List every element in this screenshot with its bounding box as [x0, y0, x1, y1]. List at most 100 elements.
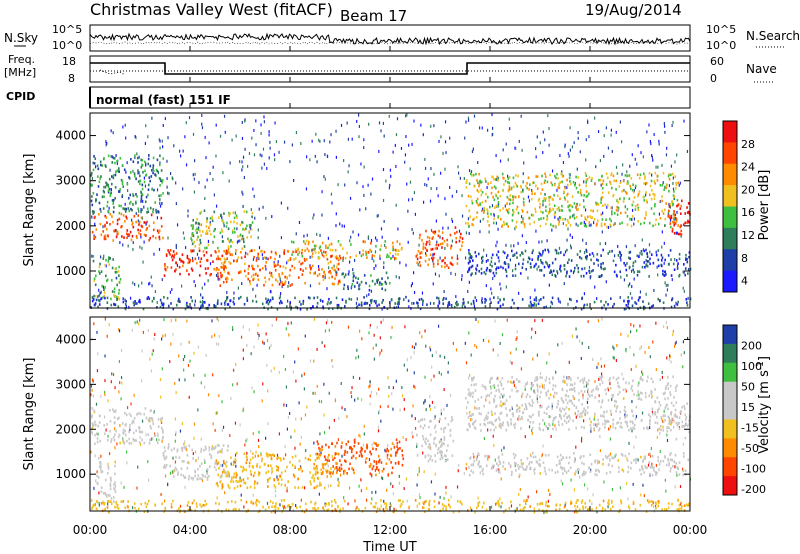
range-cell — [394, 454, 397, 457]
range-cell — [112, 210, 115, 214]
range-cell — [154, 201, 157, 204]
range-cell — [137, 412, 140, 415]
range-cell — [642, 307, 645, 311]
range-cell — [370, 452, 373, 456]
range-cell — [326, 471, 328, 474]
range-cell — [438, 440, 441, 444]
range-cell — [91, 230, 94, 234]
noise-pixel — [112, 156, 115, 160]
noise-pixel — [631, 208, 634, 212]
noise-pixel — [620, 140, 623, 144]
range-cell — [188, 475, 190, 478]
range-cell — [248, 461, 251, 465]
range-cell — [320, 483, 322, 487]
range-cell — [570, 259, 573, 262]
noise-pixel — [280, 236, 283, 240]
range-cell — [686, 206, 688, 209]
range-cell — [673, 221, 675, 224]
range-cell — [138, 426, 141, 430]
range-cell — [568, 176, 571, 180]
range-cell — [164, 466, 167, 469]
range-cell — [226, 449, 229, 452]
noise-pixel — [407, 209, 409, 213]
range-cell — [103, 237, 106, 241]
range-cell — [610, 182, 612, 186]
range-cell — [488, 224, 491, 227]
range-cell — [569, 388, 571, 392]
noise-pixel — [360, 489, 363, 493]
range-cell — [363, 302, 366, 306]
range-cell — [563, 408, 566, 411]
noise-pixel — [306, 233, 308, 237]
range-cell — [275, 465, 278, 468]
noise-pixel — [328, 328, 330, 332]
range-cell — [139, 430, 142, 434]
range-cell — [102, 492, 105, 495]
range-cell — [143, 412, 145, 416]
noise-pixel — [100, 209, 102, 213]
range-cell — [109, 482, 112, 486]
range-cell — [223, 268, 225, 271]
range-cell — [113, 410, 115, 413]
range-cell — [585, 184, 587, 188]
noise-pixel — [212, 165, 214, 169]
noise-pixel — [122, 125, 124, 129]
range-cell — [490, 181, 492, 184]
range-cell — [145, 416, 148, 420]
range-cell — [330, 442, 333, 446]
noise-pixel — [638, 393, 640, 397]
range-cell — [122, 300, 125, 304]
noise-pixel — [119, 241, 121, 245]
range-cell — [217, 484, 219, 488]
noise-pixel — [432, 253, 434, 257]
range-cell — [98, 270, 100, 273]
range-cell — [319, 481, 321, 485]
range-cell — [158, 438, 160, 441]
range-cell — [204, 246, 206, 250]
range-cell — [244, 255, 246, 258]
range-cell — [422, 299, 424, 303]
noise-pixel — [389, 502, 391, 506]
range-cell — [454, 232, 456, 235]
range-cell — [531, 384, 533, 388]
range-cell — [289, 256, 292, 260]
noise-pixel — [654, 504, 657, 508]
range-cell — [114, 170, 117, 174]
range-cell — [115, 235, 118, 239]
range-cell — [551, 183, 554, 187]
range-cell — [186, 256, 189, 260]
range-cell — [197, 235, 199, 239]
noise-pixel — [603, 154, 605, 158]
range-cell — [469, 215, 471, 219]
range-cell — [626, 207, 629, 211]
noise-pixel — [97, 352, 99, 356]
noise-pixel — [313, 317, 315, 321]
noise-pixel — [419, 331, 421, 335]
range-cell — [344, 256, 347, 260]
noise-pixel — [650, 446, 653, 450]
range-cell — [505, 256, 508, 259]
noise-pixel — [582, 238, 584, 242]
noise-pixel — [439, 256, 441, 260]
range-cell — [201, 303, 204, 307]
noise-pixel — [573, 213, 575, 217]
range-cell — [529, 403, 531, 407]
range-cell — [180, 473, 182, 477]
range-cell — [538, 205, 541, 209]
noise-pixel — [114, 446, 116, 450]
range-cell — [151, 417, 154, 421]
range-cell — [687, 272, 689, 275]
range-cell — [107, 465, 110, 469]
noise-pixel — [426, 183, 428, 187]
range-cell — [265, 261, 267, 264]
noise-pixel — [120, 397, 122, 401]
range-cell — [312, 240, 314, 244]
noise-pixel — [232, 327, 234, 331]
range-cell — [136, 236, 138, 240]
noise-pixel — [268, 156, 270, 160]
noise-pixel — [226, 290, 228, 294]
noise-pixel — [497, 296, 499, 300]
range-cell — [624, 410, 627, 414]
noise-pixel — [183, 368, 185, 372]
noise-pixel — [461, 304, 463, 308]
